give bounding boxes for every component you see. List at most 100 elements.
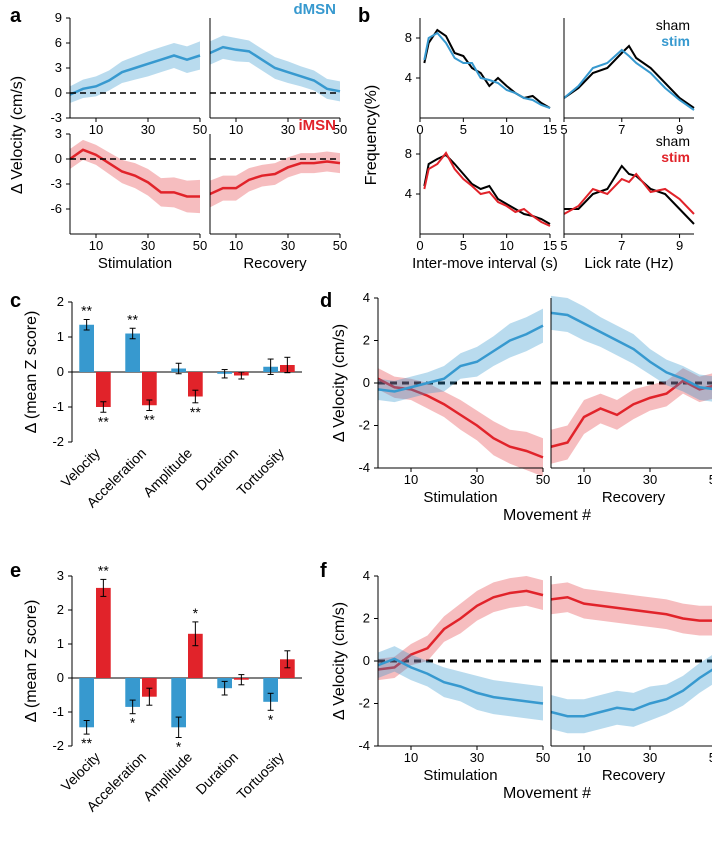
svg-text:**: **: [144, 412, 155, 428]
panel-label-f: f: [320, 560, 327, 583]
panel-d-stim: 103050-4-2024Stimulation: [378, 298, 543, 468]
svg-text:10: 10: [404, 472, 418, 487]
svg-text:3: 3: [55, 126, 62, 141]
svg-text:**: **: [127, 311, 138, 327]
svg-text:30: 30: [643, 750, 657, 765]
panel-f-stim: 103050-4-2024Stimulation: [378, 576, 543, 746]
svg-text:*: *: [130, 715, 136, 731]
panel-d-recov: 103050Recovery: [551, 298, 712, 468]
svg-text:**: **: [81, 303, 92, 319]
svg-text:6: 6: [55, 35, 62, 50]
panel-f-xlabel: Movement #: [378, 784, 712, 804]
panel-a-sub: 103050-30369: [70, 18, 200, 118]
svg-text:8: 8: [405, 30, 412, 45]
svg-text:2: 2: [57, 602, 64, 617]
panel-a-sub: 103050RecoveryiMSN: [210, 134, 340, 234]
svg-text:15: 15: [543, 238, 557, 253]
svg-text:*: *: [268, 711, 274, 727]
svg-text:Δ (mean Z score): Δ (mean Z score): [23, 600, 40, 723]
svg-text:9: 9: [676, 238, 683, 253]
svg-text:Stimulation: Stimulation: [423, 489, 497, 506]
svg-text:4: 4: [405, 70, 412, 85]
svg-text:2: 2: [57, 294, 64, 309]
svg-text:stim: stim: [661, 33, 690, 49]
svg-text:5: 5: [560, 238, 567, 253]
panel-b-sub: 579Lick rate (Hz)shamstim: [564, 134, 694, 234]
panel-f-recov: 103050Recovery: [551, 576, 712, 746]
svg-text:0: 0: [363, 653, 370, 668]
svg-text:Velocity: Velocity: [58, 749, 103, 794]
svg-text:Recovery: Recovery: [602, 489, 666, 506]
svg-text:2: 2: [363, 611, 370, 626]
svg-text:Movement #: Movement #: [503, 507, 591, 524]
svg-text:**: **: [98, 413, 109, 429]
svg-text:-6: -6: [50, 201, 62, 216]
svg-text:Δ (mean Z score): Δ (mean Z score): [23, 311, 40, 434]
svg-text:50: 50: [536, 750, 550, 765]
svg-text:**: **: [190, 404, 201, 420]
svg-text:10: 10: [577, 750, 591, 765]
svg-text:-2: -2: [358, 418, 370, 433]
svg-text:4: 4: [363, 290, 370, 305]
svg-text:3: 3: [57, 568, 64, 583]
svg-text:Recovery: Recovery: [602, 767, 666, 784]
panel-b-sub: 05101548: [420, 18, 550, 118]
svg-text:Stimulation: Stimulation: [423, 767, 497, 784]
svg-text:0: 0: [416, 238, 423, 253]
svg-text:3: 3: [55, 60, 62, 75]
svg-text:Stimulation: Stimulation: [98, 255, 172, 272]
svg-text:Amplitude: Amplitude: [140, 749, 195, 804]
svg-text:-4: -4: [358, 738, 370, 753]
panel-a-ylabel: Δ Velocity (cm/s): [8, 20, 38, 240]
svg-text:-4: -4: [358, 460, 370, 475]
svg-text:50: 50: [536, 472, 550, 487]
svg-text:-1: -1: [52, 704, 64, 719]
svg-text:30: 30: [470, 750, 484, 765]
svg-text:Tortuosity: Tortuosity: [233, 445, 287, 499]
svg-text:iMSN: iMSN: [299, 117, 337, 134]
panel-b-sub: 579shamstim: [564, 18, 694, 118]
svg-text:0: 0: [363, 375, 370, 390]
svg-text:Frequency(%): Frequency(%): [363, 85, 380, 185]
panel-label-e: e: [10, 560, 21, 583]
svg-text:-3: -3: [50, 110, 62, 125]
svg-text:sham: sham: [656, 17, 690, 33]
svg-text:0: 0: [57, 364, 64, 379]
svg-text:*: *: [193, 605, 199, 621]
panel-a-sub: 103050dMSN: [210, 18, 340, 118]
svg-text:2: 2: [363, 333, 370, 348]
svg-text:30: 30: [141, 238, 155, 253]
svg-text:30: 30: [643, 472, 657, 487]
svg-text:-1: -1: [52, 399, 64, 414]
svg-text:4: 4: [363, 568, 370, 583]
svg-text:10: 10: [404, 750, 418, 765]
panel-b-sub: 05101548Inter-move interval (s): [420, 134, 550, 234]
panel-c-bars: -2-1012****Velocity****Acceleration**Amp…: [72, 302, 302, 442]
figure-root: aΔ Velocity (cm/s)103050-30369103050dMSN…: [0, 0, 712, 862]
svg-text:10: 10: [499, 238, 513, 253]
svg-text:7: 7: [618, 238, 625, 253]
svg-text:0: 0: [57, 670, 64, 685]
svg-text:30: 30: [281, 238, 295, 253]
svg-text:Δ Velocity (cm/s): Δ Velocity (cm/s): [331, 324, 348, 442]
panel-b-ylabel: Frequency(%): [362, 20, 392, 240]
svg-text:10: 10: [229, 238, 243, 253]
svg-text:50: 50: [333, 238, 347, 253]
svg-text:Tortuosity: Tortuosity: [233, 749, 287, 803]
svg-text:dMSN: dMSN: [294, 1, 337, 18]
svg-text:stim: stim: [661, 149, 690, 165]
panel-d-xlabel: Movement #: [378, 506, 712, 526]
svg-text:0: 0: [55, 85, 62, 100]
svg-text:-2: -2: [358, 696, 370, 711]
svg-text:5: 5: [460, 238, 467, 253]
svg-text:Lick rate (Hz): Lick rate (Hz): [584, 255, 673, 272]
panel-label-c: c: [10, 290, 21, 313]
svg-text:1: 1: [57, 329, 64, 344]
svg-text:Inter-move interval (s): Inter-move interval (s): [412, 255, 558, 272]
svg-text:-3: -3: [50, 176, 62, 191]
svg-text:**: **: [98, 562, 109, 578]
svg-text:1: 1: [57, 636, 64, 651]
svg-text:Recovery: Recovery: [243, 255, 307, 272]
svg-text:10: 10: [577, 472, 591, 487]
svg-text:Velocity: Velocity: [58, 445, 103, 490]
